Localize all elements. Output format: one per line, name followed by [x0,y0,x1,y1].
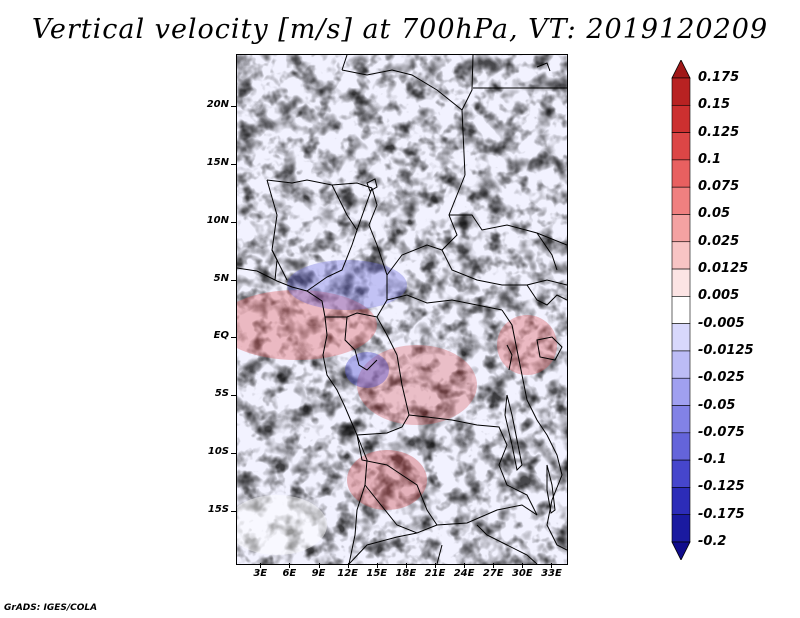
colorbar-label: -0.125 [698,479,745,495]
colorbar-label: 0.15 [698,97,731,113]
colorbar-label: -0.1 [698,452,727,468]
lat-tick [231,106,236,108]
colorbar-label: -0.075 [698,424,745,440]
field-negative-texture [237,55,567,564]
colorbar-label: 0.025 [698,233,740,249]
colorbar-label: 0.0125 [698,261,749,277]
colorbar-segment [671,268,691,297]
lat-label-20n: 20N [206,99,229,111]
colorbar-label: -0.005 [698,315,745,331]
lon-tick [551,563,553,568]
congo-ascent-zone [357,345,477,425]
lat-tick [231,453,236,455]
lon-label-9e: 9E [311,568,326,579]
lat-tick [231,221,236,223]
colorbar-max-arrow [671,60,691,79]
colorbar-segment [671,296,691,324]
lon-label-33e: 33E [541,568,562,579]
colorbar-segment [671,487,691,516]
lon-label-12e: 12E [337,568,358,579]
colorbar-segment [671,377,691,406]
colorbar-segment [671,186,691,215]
lon-tick [347,563,349,568]
colorbar-label: -0.025 [698,370,745,386]
lat-label-15n: 15N [206,156,229,168]
colorbar-segment [671,159,691,188]
lon-tick [260,563,262,568]
lon-label-21e: 21E [424,568,446,579]
colorbar-label: 0.175 [698,70,740,85]
colorbar-segment [671,241,691,270]
lon-label-15e: 15E [366,568,388,579]
colorbar-label: 0.005 [698,288,740,304]
lon-tick [405,563,407,568]
colorbar-segment [671,459,691,488]
lon-label-30e: 30E [511,568,533,579]
colorbar-label: 0.125 [698,124,740,140]
lon-tick [522,563,524,568]
lat-label-eq: EQ [213,330,229,342]
colorbar-label: -0.175 [698,506,745,522]
lon-tick [376,563,378,568]
colorbar-segment [671,132,691,161]
colorbar-segment [671,432,691,461]
lat-label-10s: 10S [207,446,229,458]
lat-tick [231,395,236,397]
lat-label-10n: 10N [206,214,229,226]
lat-tick [231,279,236,281]
colorbar-label: -0.05 [698,397,736,413]
lon-tick [493,563,495,568]
country-borders [237,55,567,564]
vertical-velocity-map [236,54,568,565]
lon-label-3e: 3E [253,568,268,579]
lon-tick [318,563,320,568]
lat-tick [231,337,236,339]
angola-ascent-zone [347,450,427,510]
lakes-ascent-zone [497,315,557,375]
lon-label-6e: 6E [282,568,297,579]
lon-label-24e: 24E [453,568,475,579]
colorbar-segment [671,77,691,106]
colorbar-segment [671,350,691,379]
colorbar [671,60,691,560]
atlantic-calm-zone [237,495,327,555]
lon-tick [434,563,436,568]
lon-tick [464,563,466,568]
lat-tick [231,163,236,165]
colorbar-segment [671,405,691,434]
lon-tick [289,563,291,568]
colorbar-min-arrow [671,541,691,560]
map-canvas [237,55,567,564]
colorbar-segment [671,323,691,352]
colorbar-label: 0.05 [698,206,731,222]
colorbar-segment [671,104,691,133]
colorbar-label: -0.0125 [698,342,754,358]
colorbar-label: -0.2 [698,534,727,549]
lat-label-5n: 5N [213,272,229,284]
lon-label-27e: 27E [482,568,504,579]
colorbar-segment [671,214,691,243]
central-subsidence-zone [287,260,407,310]
equatorial-ascent-zone [237,290,377,360]
grads-credit: GrADS: IGES/COLA [4,603,98,613]
lon-label-18e: 18E [395,568,417,579]
map-title: Vertical velocity [m/s] at 700hPa, VT: 2… [31,14,769,45]
colorbar-label: 0.075 [698,179,740,195]
colorbar-segment [671,514,691,543]
lat-tick [231,510,236,512]
lat-label-5s: 5S [214,388,229,400]
colorbar-label: 0.1 [698,151,722,167]
lat-label-15s: 15S [207,503,229,515]
